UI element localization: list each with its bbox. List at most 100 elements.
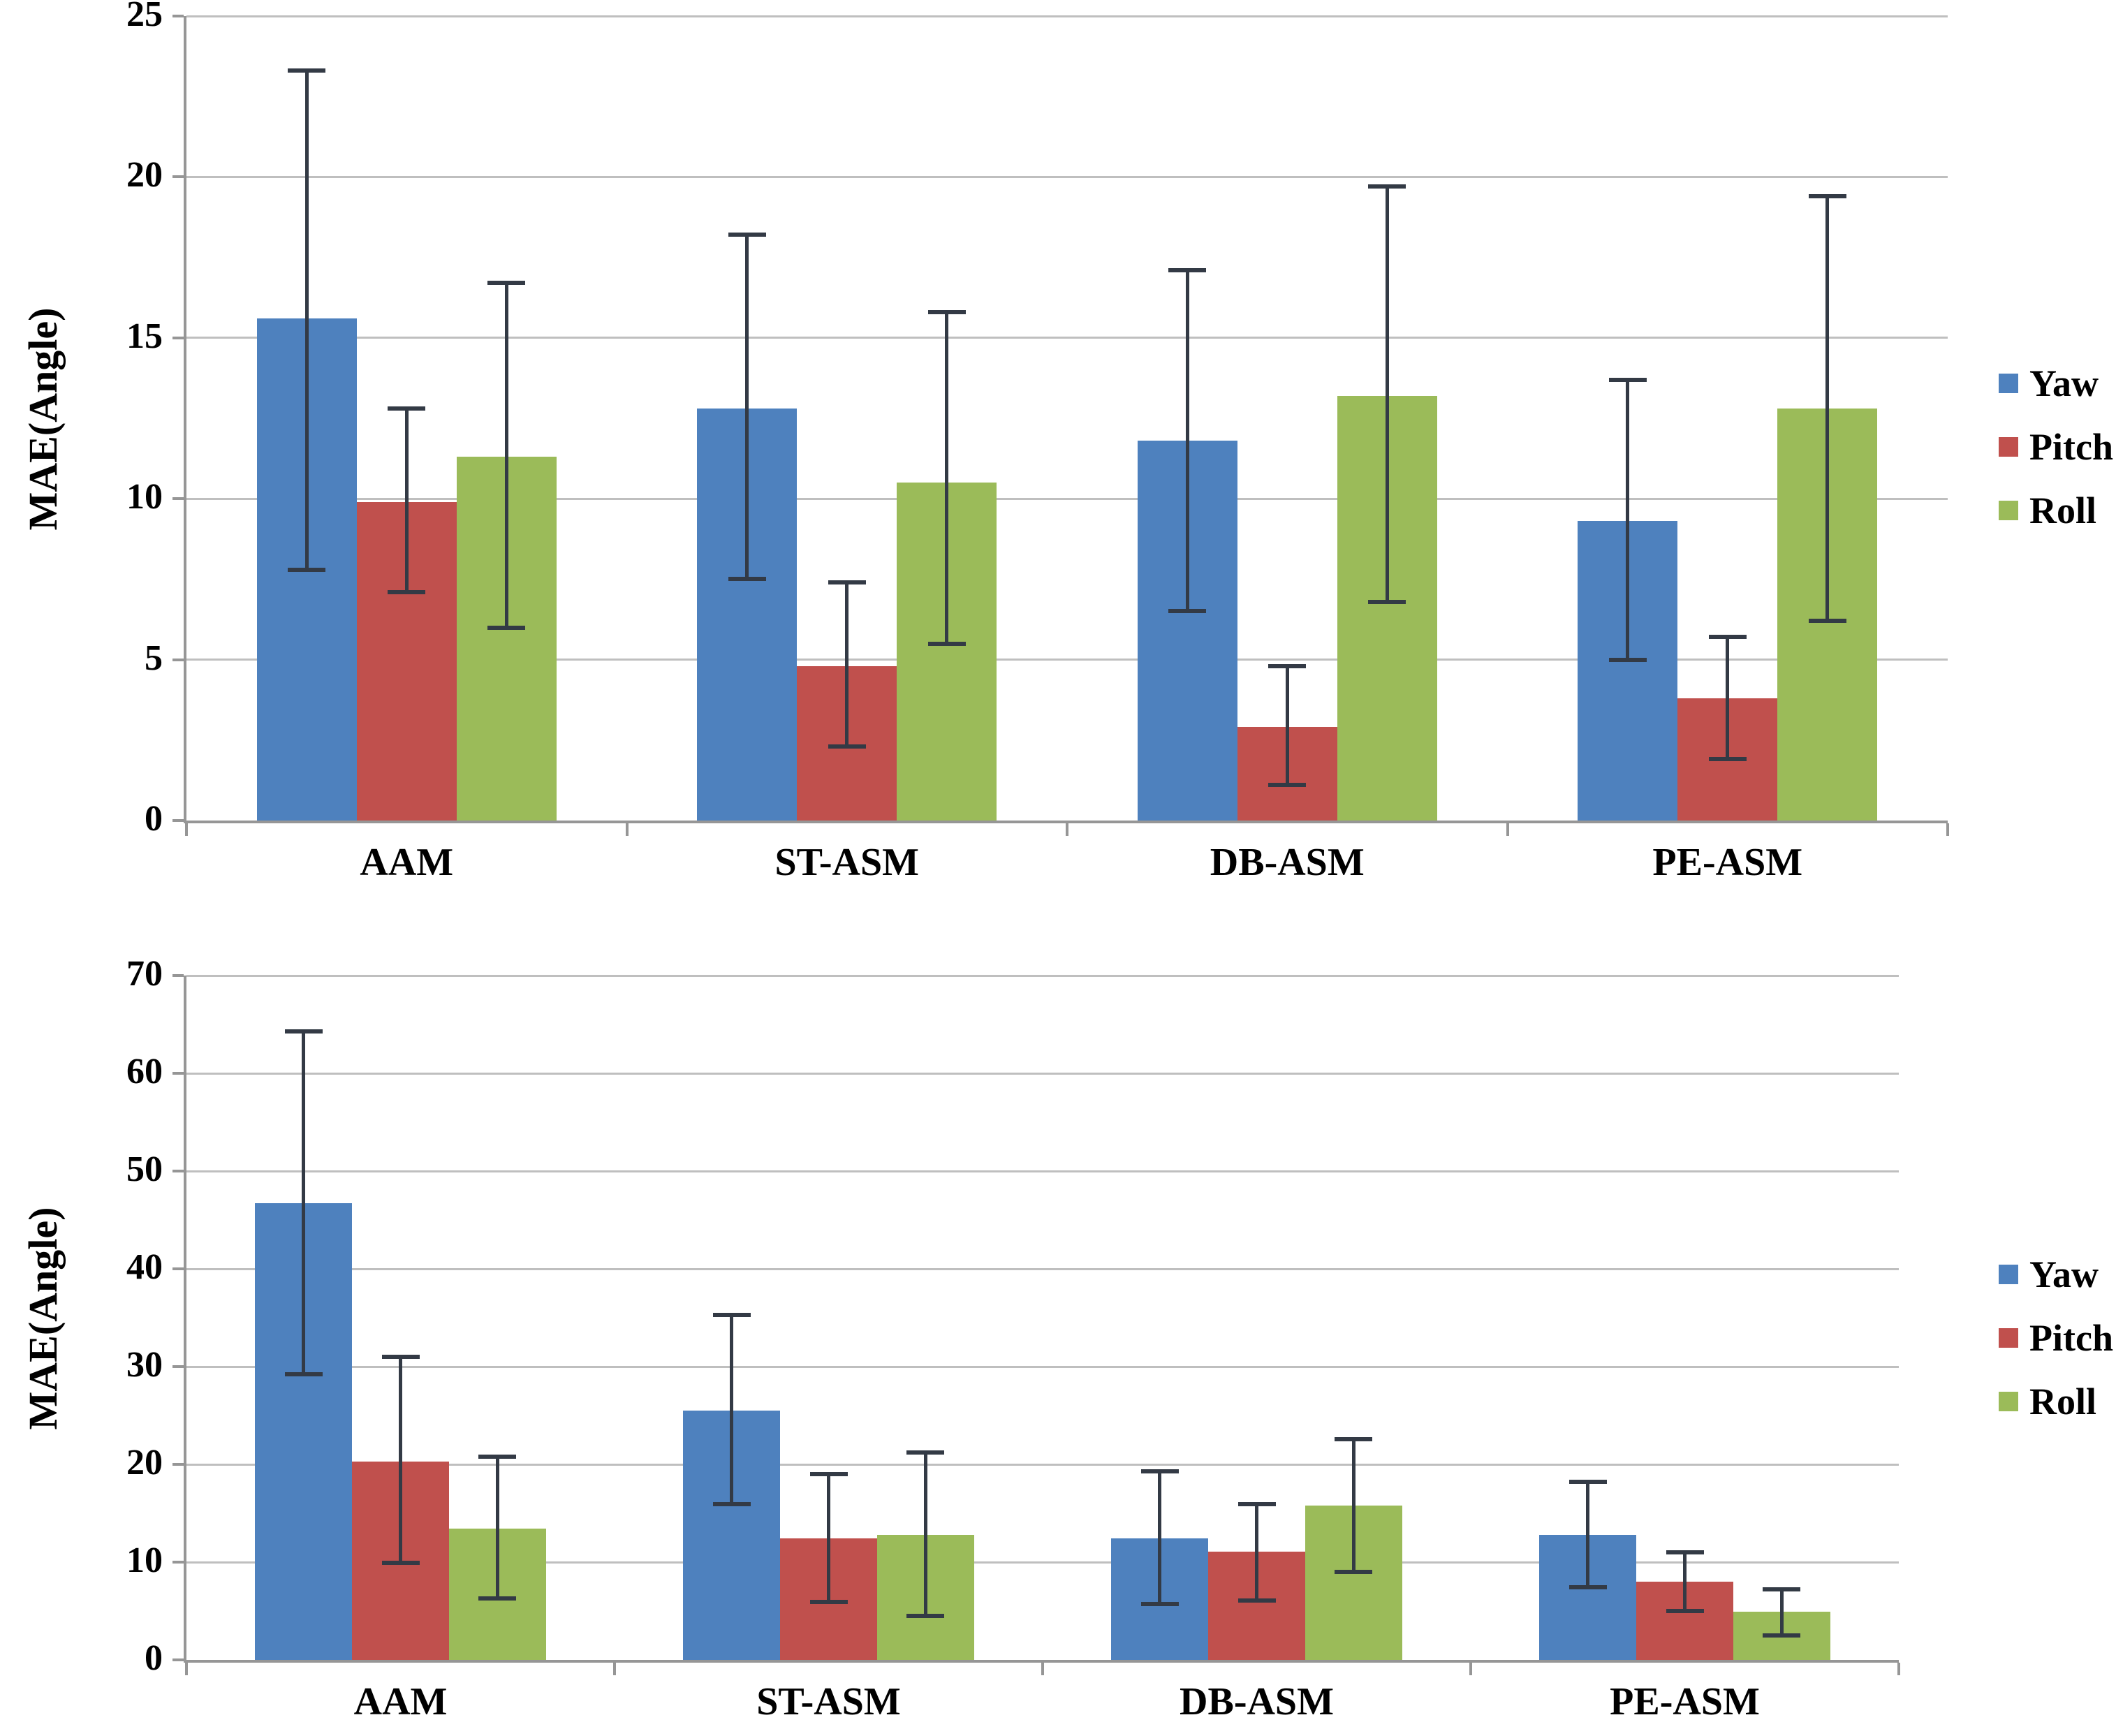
- chart-2-y-tick-mark: [172, 974, 184, 977]
- chart-2-error-bar-cap-top-yaw-pe-asm: [1568, 1480, 1607, 1485]
- chart-1-error-bar-cap-bottom-roll-pe-asm: [1808, 619, 1846, 624]
- chart-1-legend-item-yaw: Yaw: [1999, 365, 2113, 402]
- chart-2-legend-swatch-icon-yaw: [1999, 1265, 2018, 1284]
- chart-1-error-bar-roll-st-asm: [945, 311, 949, 644]
- chart-2-error-bar-cap-bottom-roll-pe-asm: [1763, 1633, 1801, 1638]
- chart-1-error-bar-cap-bottom-pitch-db-asm: [1268, 783, 1307, 788]
- chart-2-error-bar-pitch-aam: [399, 1357, 402, 1564]
- chart-2-error-bar-cap-top-pitch-pe-asm: [1666, 1550, 1704, 1554]
- chart-2-y-tick-mark: [172, 1365, 184, 1368]
- chart-1-legend-label-yaw: Yaw: [2029, 362, 2099, 404]
- chart-2-y-tick-mark: [172, 1561, 184, 1564]
- chart-1-legend-swatch-icon-roll: [1999, 501, 2018, 520]
- chart-2-plot-area: 0 10 20 30 40 50 60 70 AAM ST-ASM DB-ASM PE-ASM: [126, 955, 1900, 1723]
- chart-2-x-tick-mark: [1469, 1663, 1472, 1675]
- chart-1-error-bar-cap-bottom-roll-db-asm: [1368, 599, 1406, 604]
- chart-1-x-tick-mark: [625, 823, 629, 836]
- chart-1-error-bar-yaw-aam: [304, 71, 309, 570]
- chart-1-y-tick-mark: [172, 658, 184, 661]
- chart-1-x-category-label-st-asm: ST-ASM: [774, 841, 919, 884]
- chart-2-error-bar-cap-bottom-yaw-pe-asm: [1568, 1585, 1607, 1590]
- chart-2-error-bar-cap-bottom-pitch-db-asm: [1237, 1598, 1276, 1603]
- chart-2-error-bar-yaw-aam: [302, 1031, 306, 1375]
- chart-2-error-bar-roll-aam: [495, 1456, 499, 1598]
- chart-1-error-bar-cap-top-pitch-pe-asm: [1708, 635, 1747, 640]
- chart-2-legend-label-roll: Roll: [2029, 1381, 2097, 1422]
- chart-2-y-tick-label: 60: [126, 1051, 163, 1091]
- chart-2-error-bar-cap-top-yaw-st-asm: [712, 1312, 751, 1317]
- chart-2-error-bar-roll-db-asm: [1351, 1439, 1355, 1572]
- chart-1-error-bar-cap-top-roll-st-asm: [927, 309, 966, 314]
- chart-2-legend: Yaw Pitch Roll: [1999, 1256, 2113, 1420]
- chart-2-legend-item-roll: Roll: [1999, 1383, 2113, 1420]
- chart-1-error-bar-pitch-db-asm: [1285, 665, 1289, 786]
- chart-1-plot-area: 0 5 10 15 20 25 AAM ST-ASM DB-ASM PE-ASM: [126, 0, 1949, 884]
- chart-1-gridline-25: [186, 15, 1948, 17]
- chart-1-error-bar-roll-aam: [504, 283, 508, 628]
- chart-1-x-category-label-pe-asm: PE-ASM: [1652, 841, 1803, 884]
- chart-2-error-bar-cap-bottom-roll-aam: [478, 1596, 517, 1601]
- chart-1-error-bar-cap-bottom-roll-aam: [487, 625, 526, 630]
- chart-1-y-tick-label: 15: [126, 316, 163, 356]
- chart-2-error-bar-cap-bottom-roll-st-asm: [906, 1614, 945, 1618]
- chart-1-x-tick-mark: [185, 823, 188, 836]
- chart-1-error-bar-cap-bottom-roll-st-asm: [927, 641, 966, 646]
- chart-2-error-bar-cap-top-roll-pe-asm: [1763, 1587, 1801, 1592]
- chart-1-error-bar-roll-db-asm: [1385, 186, 1389, 602]
- chart-1-legend-swatch-icon-yaw: [1999, 374, 2018, 393]
- chart-2-gridline-50: [186, 1170, 1899, 1172]
- chart-1-error-bar-cap-bottom-pitch-aam: [388, 589, 426, 594]
- chart-2-error-bar-cap-bottom-pitch-st-asm: [809, 1600, 848, 1605]
- chart-2-legend-swatch-icon-pitch: [1999, 1328, 2018, 1348]
- chart-2-legend-item-yaw: Yaw: [1999, 1256, 2113, 1293]
- chart-2-y-tick-label: 20: [126, 1442, 163, 1483]
- chart-2-y-tick-label: 30: [126, 1344, 163, 1385]
- chart-1-y-tick-mark: [172, 336, 184, 339]
- chart-2-y-tick-label: 50: [126, 1149, 163, 1189]
- chart-1-legend-item-roll: Roll: [1999, 492, 2113, 529]
- chart-1-legend-item-pitch: Pitch: [1999, 428, 2113, 466]
- chart-2-x-category-label-db-asm: DB-ASM: [1180, 1680, 1334, 1723]
- chart-2-y-axis-title: MAE(Angle): [20, 1207, 66, 1430]
- chart-2-x-category-label-st-asm: ST-ASM: [756, 1680, 901, 1723]
- chart-2-error-bar-cap-bottom-yaw-aam: [284, 1372, 323, 1377]
- chart-1-x-category-label-db-asm: DB-ASM: [1210, 841, 1365, 884]
- chart-2-x-category-label-pe-asm: PE-ASM: [1610, 1680, 1760, 1723]
- chart-1-error-bar-cap-top-pitch-db-asm: [1268, 663, 1307, 668]
- chart-2-error-bar-pitch-db-asm: [1255, 1504, 1258, 1601]
- chart-1-error-bar-cap-bottom-yaw-st-asm: [728, 577, 766, 582]
- chart-1-gridline-15: [186, 337, 1948, 339]
- chart-2-y-tick-mark: [172, 1267, 184, 1270]
- chart-2-gridline-10: [186, 1561, 1899, 1564]
- chart-2-error-bar-yaw-st-asm: [730, 1314, 734, 1505]
- chart-1-y-tick-label: 0: [145, 798, 163, 839]
- chart-2-error-bar-roll-st-asm: [923, 1452, 927, 1616]
- chart-1-error-bar-cap-bottom-yaw-pe-asm: [1608, 657, 1647, 662]
- chart-2-x-tick-mark: [1041, 1663, 1044, 1675]
- chart-2-x-tick-mark: [185, 1663, 188, 1675]
- chart-2-gridline-30: [186, 1365, 1899, 1368]
- chart-2-y-tick-mark: [172, 1658, 184, 1661]
- chart-2-x-tick-mark: [613, 1663, 616, 1675]
- chart-1-legend-label-pitch: Pitch: [2029, 426, 2113, 468]
- chart-2-error-bar-pitch-pe-asm: [1683, 1552, 1687, 1611]
- chart-2-error-bar-pitch-st-asm: [827, 1474, 830, 1603]
- chart-2-gridline-20: [186, 1463, 1899, 1466]
- chart-2-error-bar-cap-top-yaw-aam: [284, 1029, 323, 1033]
- chart-1-error-bar-yaw-st-asm: [745, 235, 749, 580]
- chart-2-legend-swatch-icon-roll: [1999, 1392, 2018, 1411]
- chart-1-y-tick-mark: [172, 15, 184, 17]
- chart-1-y-axis-title: MAE(Angle): [20, 307, 66, 531]
- chart-1-gridline-20: [186, 175, 1948, 178]
- chart-1-legend: Yaw Pitch Roll: [1999, 365, 2113, 529]
- chart-1-error-bar-cap-top-yaw-st-asm: [728, 233, 766, 237]
- chart-1-x-axis-end-tick: [1946, 823, 1949, 836]
- chart-1-error-bar-cap-top-yaw-db-asm: [1168, 268, 1207, 273]
- chart-2-y-tick-label: 40: [126, 1246, 163, 1287]
- chart-2-error-bar-cap-bottom-roll-db-asm: [1335, 1570, 1373, 1574]
- chart-1-error-bar-yaw-db-asm: [1185, 270, 1189, 612]
- chart-2-y-tick-label: 0: [145, 1638, 163, 1678]
- chart-2-error-bar-cap-bottom-yaw-st-asm: [712, 1502, 751, 1507]
- chart-1-error-bar-yaw-pe-asm: [1626, 379, 1630, 660]
- chart-2-y-tick-mark: [172, 1072, 184, 1075]
